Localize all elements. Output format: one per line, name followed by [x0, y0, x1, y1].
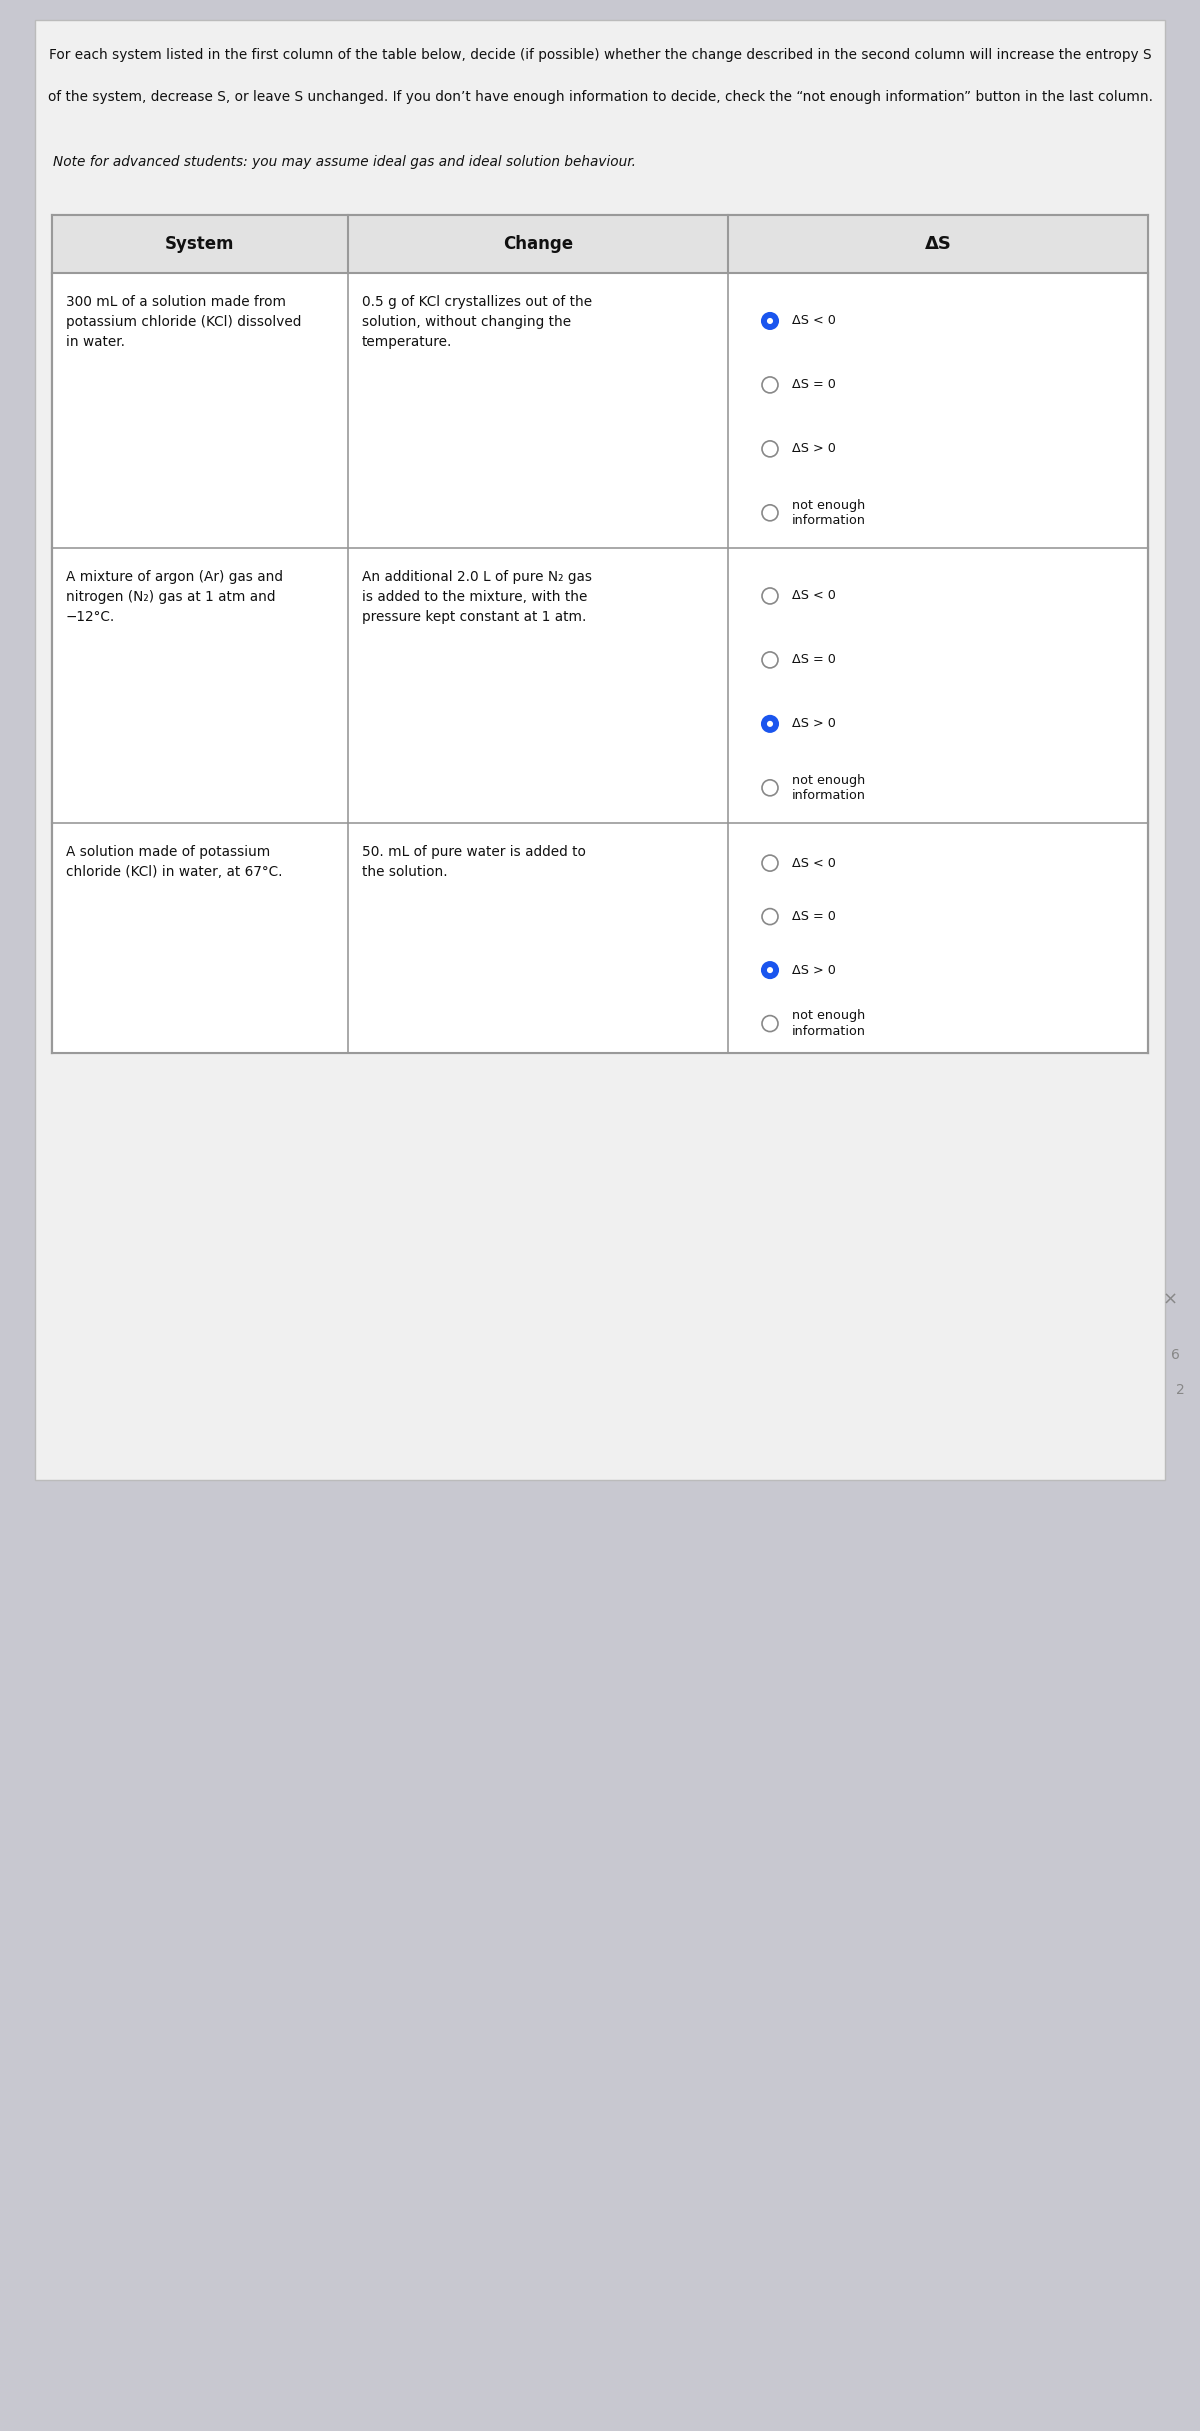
Bar [52, 547, 1148, 824]
Circle shape [762, 780, 778, 795]
Bar [52, 272, 1148, 547]
Text: For each system listed in the first column of the table below, decide (if possib: For each system listed in the first colu… [49, 49, 1151, 63]
Text: ΔS < 0: ΔS < 0 [792, 856, 836, 870]
Text: System: System [166, 236, 235, 253]
Circle shape [767, 968, 773, 972]
Text: not enough
information: not enough information [792, 1009, 866, 1038]
Text: Note for advanced students: you may assume ideal gas and ideal solution behaviou: Note for advanced students: you may assu… [53, 156, 636, 170]
Text: ΔS = 0: ΔS = 0 [792, 654, 836, 666]
Text: 0.5 g of KCl crystallizes out of the
solution, without changing the
temperature.: 0.5 g of KCl crystallizes out of the sol… [362, 294, 592, 350]
Text: An additional 2.0 L of pure N₂ gas
is added to the mixture, with the
pressure ke: An additional 2.0 L of pure N₂ gas is ad… [362, 569, 592, 625]
Text: ×: × [1163, 1291, 1177, 1308]
Text: not enough
information: not enough information [792, 773, 866, 802]
Text: A mixture of argon (Ar) gas and
nitrogen (N₂) gas at 1 atm and
−12°C.: A mixture of argon (Ar) gas and nitrogen… [66, 569, 283, 625]
Text: 50. mL of pure water is added to
the solution.: 50. mL of pure water is added to the sol… [362, 846, 586, 880]
Text: Change: Change [503, 236, 574, 253]
Circle shape [762, 715, 778, 732]
Circle shape [762, 588, 778, 603]
Circle shape [762, 377, 778, 394]
Bar [52, 214, 1148, 1053]
Bar [35, 19, 1165, 1480]
Text: A solution made of potassium
chloride (KCl) in water, at 67°C.: A solution made of potassium chloride (K… [66, 846, 282, 880]
Text: 6: 6 [1170, 1349, 1180, 1361]
Bar [52, 824, 1148, 1053]
Circle shape [762, 909, 778, 924]
Text: of the system, decrease S, or leave S unchanged. If you don’t have enough inform: of the system, decrease S, or leave S un… [48, 90, 1152, 105]
Circle shape [767, 318, 773, 323]
Bar [52, 214, 1148, 272]
Circle shape [762, 652, 778, 669]
Text: ΔS > 0: ΔS > 0 [792, 717, 836, 729]
Circle shape [762, 440, 778, 457]
Circle shape [762, 1016, 778, 1031]
Text: ΔS < 0: ΔS < 0 [792, 588, 836, 603]
Circle shape [762, 314, 778, 328]
Circle shape [762, 506, 778, 520]
Text: ΔS: ΔS [924, 236, 952, 253]
Text: ΔS > 0: ΔS > 0 [792, 963, 836, 977]
Circle shape [762, 856, 778, 870]
Text: ΔS = 0: ΔS = 0 [792, 379, 836, 391]
Text: ΔS < 0: ΔS < 0 [792, 314, 836, 328]
Text: 300 mL of a solution made from
potassium chloride (KCl) dissolved
in water.: 300 mL of a solution made from potassium… [66, 294, 301, 350]
Text: not enough
information: not enough information [792, 498, 866, 528]
Circle shape [762, 963, 778, 977]
Text: 2: 2 [1176, 1383, 1184, 1398]
Circle shape [767, 722, 773, 727]
Text: ΔS > 0: ΔS > 0 [792, 442, 836, 455]
Text: ΔS = 0: ΔS = 0 [792, 909, 836, 924]
